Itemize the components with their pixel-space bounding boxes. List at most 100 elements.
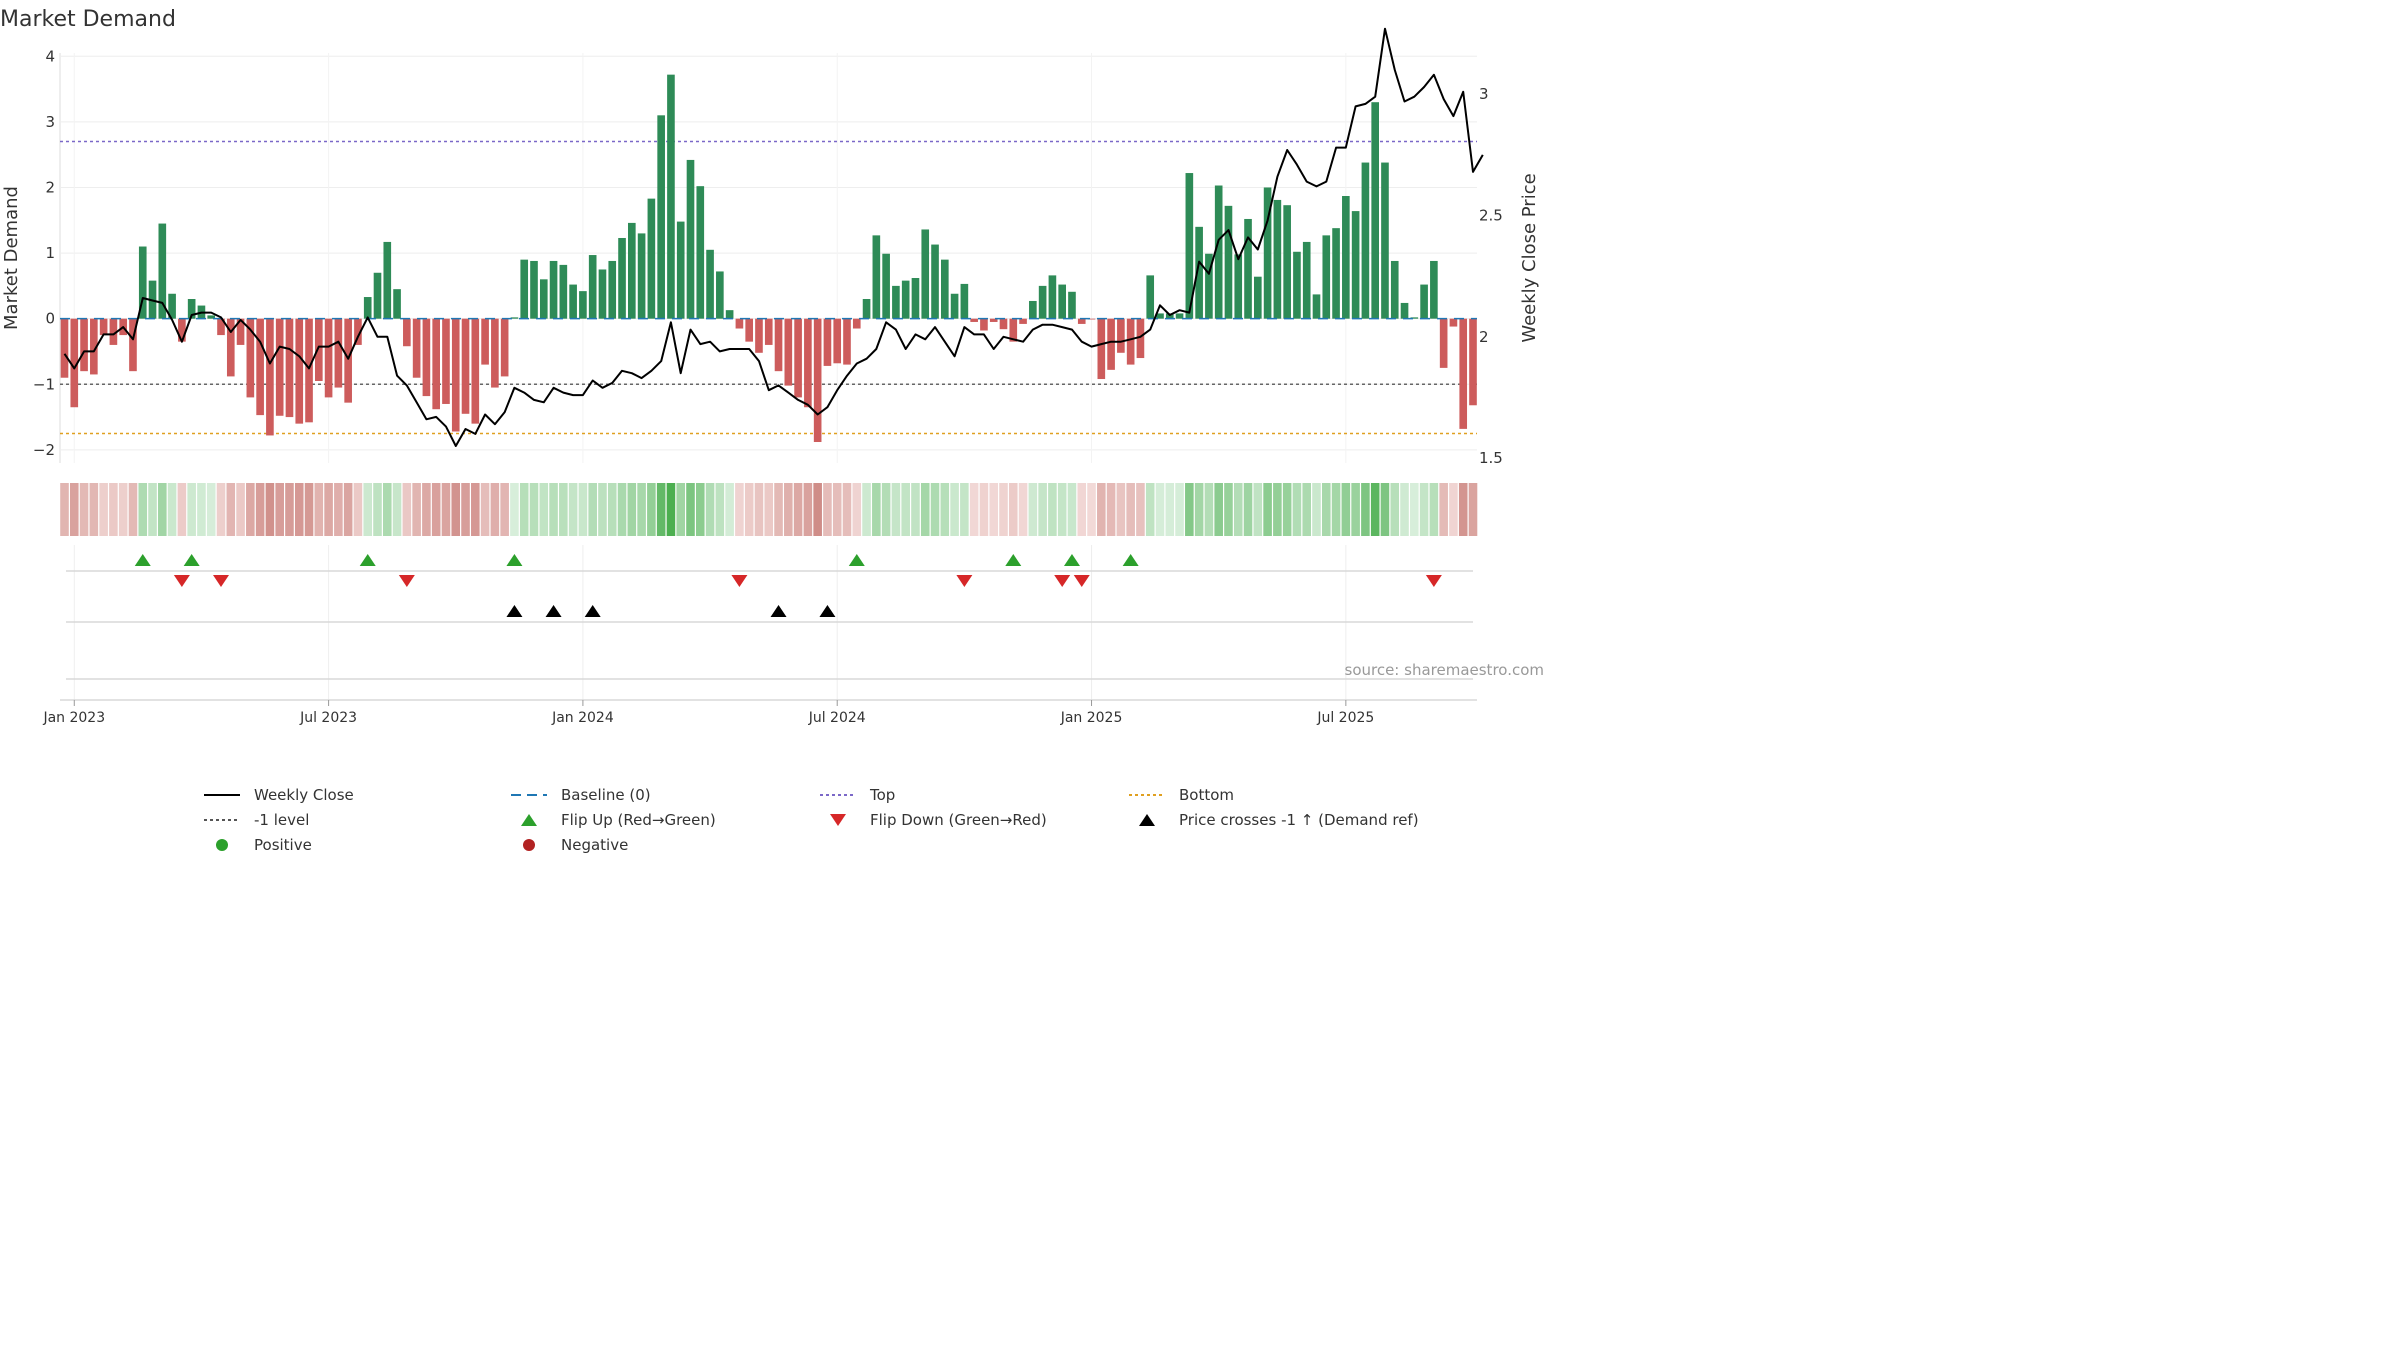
legend-item-positive: Positive xyxy=(202,836,312,854)
heat-cell xyxy=(744,483,754,536)
y2-tick-label: 2.5 xyxy=(1479,207,1503,225)
heat-cell xyxy=(431,483,441,536)
heat-cell xyxy=(324,483,333,536)
negative-bar xyxy=(226,318,235,377)
flip-down-marker xyxy=(398,575,415,587)
heat-cell xyxy=(862,483,871,536)
heat-cell xyxy=(1410,483,1419,536)
heat-cell xyxy=(1419,483,1429,536)
y2-tick-label: 1.5 xyxy=(1479,449,1503,467)
positive-bar xyxy=(725,310,734,319)
heat-cell xyxy=(1077,483,1087,536)
positive-bar xyxy=(1185,173,1194,319)
negative-bar xyxy=(481,318,489,365)
negative-bar xyxy=(178,318,186,342)
heat-cell xyxy=(285,483,294,536)
heat-cell xyxy=(979,483,989,536)
negative-bar xyxy=(256,318,264,416)
positive-bar xyxy=(1273,199,1282,319)
heat-cell xyxy=(60,483,69,536)
legend-item-baseline: Baseline (0) xyxy=(509,786,651,804)
heat-cell xyxy=(1214,483,1223,536)
heat-cell xyxy=(1106,483,1116,536)
negative-bar xyxy=(1126,318,1135,365)
positive-bar xyxy=(911,278,920,319)
negative-bar xyxy=(813,318,822,443)
heat-cell xyxy=(373,483,382,536)
positive-bar xyxy=(940,259,949,319)
flip-up-marker xyxy=(1005,554,1022,566)
heat-cell xyxy=(686,483,695,536)
negative-bar xyxy=(1077,318,1086,324)
heat-cell xyxy=(461,483,470,536)
heat-cell xyxy=(960,483,969,536)
heat-cell xyxy=(832,483,842,536)
heat-cell xyxy=(1048,483,1057,536)
heat-cell xyxy=(236,483,245,536)
heat-cell xyxy=(1361,483,1370,536)
heat-cell xyxy=(1390,483,1400,536)
heat-cell xyxy=(197,483,206,536)
positive-bar xyxy=(158,223,167,319)
heat-cell xyxy=(402,483,412,536)
positive-bar xyxy=(510,317,519,319)
positive-bar xyxy=(363,297,372,319)
positive-bar xyxy=(921,229,930,319)
legend-item-bottom: Bottom xyxy=(1127,786,1234,804)
negative-bar xyxy=(285,318,294,418)
heat-cell xyxy=(216,483,226,536)
heat-cell xyxy=(607,483,617,536)
negative-bar xyxy=(70,318,79,408)
heat-cell xyxy=(109,483,118,536)
heat-cell xyxy=(813,483,822,536)
positive-bar xyxy=(1390,260,1399,319)
legend-item-flip-down: Flip Down (Green→Red) xyxy=(818,811,1047,829)
legend-label: Flip Down (Green→Red) xyxy=(870,811,1047,829)
heat-cell xyxy=(412,483,421,536)
positive-bar xyxy=(1381,162,1389,319)
negative-bar xyxy=(970,318,978,322)
heat-cell xyxy=(441,483,451,536)
chart-title: Market Demand xyxy=(0,7,176,32)
negative-bar xyxy=(784,318,793,386)
negative-bar xyxy=(500,318,509,377)
heat-cell xyxy=(1292,483,1302,536)
y-tick-label: 2 xyxy=(45,178,55,196)
heat-cell xyxy=(529,483,539,536)
negative-bar xyxy=(843,318,851,365)
heat-cell xyxy=(1057,483,1067,536)
negative-bar xyxy=(354,318,362,345)
heat-cell xyxy=(999,483,1008,536)
heat-cell xyxy=(480,483,490,536)
negative-bar xyxy=(266,318,274,436)
positive-bar xyxy=(1175,313,1184,319)
heat-cell xyxy=(656,483,666,536)
heat-cell xyxy=(774,483,783,536)
positive-bar xyxy=(1351,211,1360,319)
heat-cell xyxy=(1400,483,1409,536)
heat-cell xyxy=(842,483,852,536)
y-tick-label: −2 xyxy=(33,441,55,459)
heat-cell xyxy=(1458,483,1468,536)
heat-cell xyxy=(206,483,216,536)
y2-tick-label: 3 xyxy=(1479,85,1489,103)
price-cross-marker xyxy=(819,605,836,617)
negative-bar xyxy=(1097,318,1106,380)
positive-bar xyxy=(1253,276,1262,319)
legend-item-negative: Negative xyxy=(509,836,628,854)
positive-bar xyxy=(1410,317,1419,319)
heat-cell xyxy=(1341,483,1351,536)
heat-cell xyxy=(158,483,167,536)
negative-bar xyxy=(764,318,773,345)
heat-cell xyxy=(1253,483,1263,536)
positive-bar xyxy=(1068,291,1076,319)
heat-cell xyxy=(1312,483,1321,536)
heat-cell xyxy=(549,483,558,536)
heat-cell xyxy=(1087,483,1096,536)
demand-heat-strip xyxy=(60,483,1478,536)
y-tick-label: 3 xyxy=(45,113,55,131)
negative-bar xyxy=(80,318,88,372)
negative-bar xyxy=(1087,318,1096,320)
heat-cell xyxy=(1233,483,1243,536)
heat-cell xyxy=(1018,483,1028,536)
